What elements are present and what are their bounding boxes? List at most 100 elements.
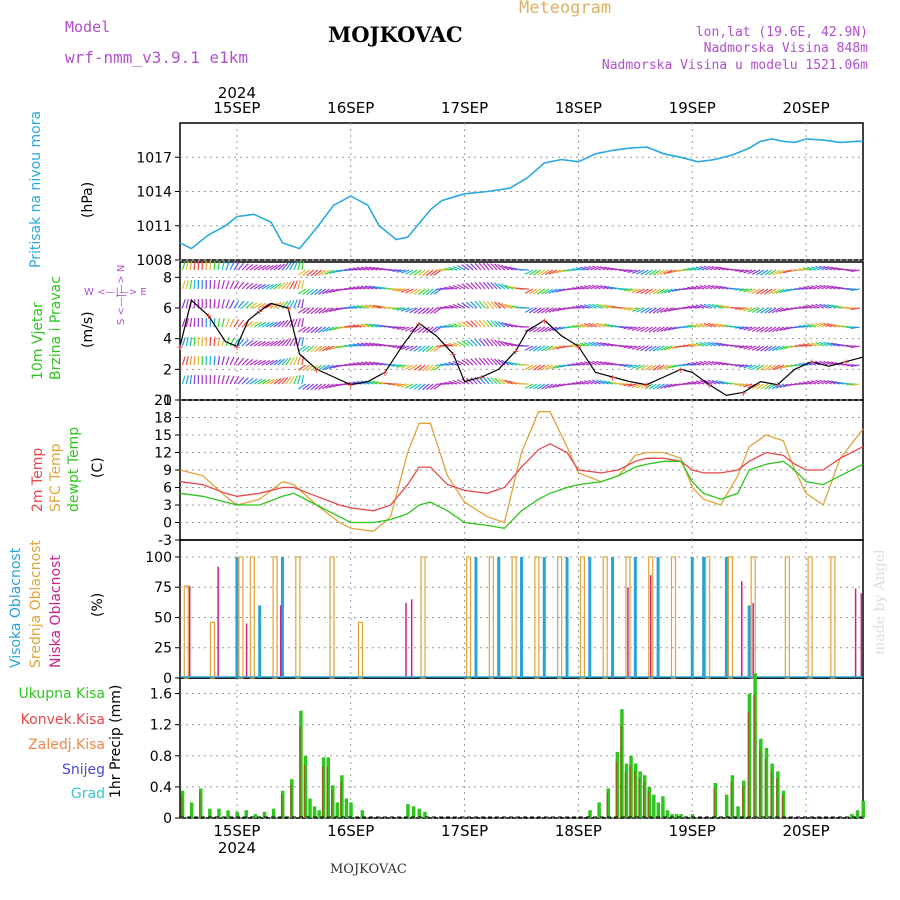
wind-arrow [695, 323, 705, 328]
wind-arrow [541, 288, 550, 295]
wind-arrow [193, 355, 196, 366]
precip-bar [326, 757, 330, 818]
wind-arrow [440, 306, 450, 309]
wind-arrow [771, 364, 781, 371]
wind-arrow [448, 323, 458, 328]
x-day-top: 20SEP [783, 99, 830, 117]
x-day-bottom: 19SEP [669, 822, 716, 840]
wind-arrow [552, 383, 562, 389]
precip-bar [730, 775, 735, 818]
x-day-bottom: 20SEP [783, 822, 830, 840]
wind-arrow [465, 377, 474, 385]
wind-arrow [352, 305, 362, 309]
wind-arrow [751, 307, 761, 313]
wind-arrow [486, 357, 494, 366]
y-tick-label: 0.8 [150, 749, 172, 765]
wind-gust-mark: + [643, 379, 650, 392]
wind-arrow [751, 364, 761, 370]
wind-arrow [771, 383, 781, 390]
wind-arrow [221, 375, 225, 385]
pressure-label: Pritisak na nivou mora [28, 110, 44, 268]
wind-arrow [807, 323, 816, 328]
wind-arrow [533, 269, 542, 276]
precip-unit: 1hr Precip (mm) [108, 684, 124, 798]
wind-arrow [648, 383, 657, 390]
wind-arrow [779, 383, 789, 389]
wind-gust-mark: + [740, 386, 747, 399]
wind-arrow [417, 326, 426, 334]
wind-arrow [798, 363, 808, 366]
wind-arrow [544, 269, 554, 276]
precip-conv-bar [647, 791, 649, 818]
wind-arrow [537, 307, 546, 314]
wind-arrow [265, 340, 274, 347]
wind-arrow [314, 288, 323, 296]
wind-arrow [293, 375, 298, 385]
wind-arrow [448, 380, 458, 385]
precip-conv-bar [770, 771, 772, 818]
wind-arrow [301, 375, 305, 385]
wind-gust-mark: + [541, 314, 548, 327]
wind-arrow [760, 345, 769, 352]
wind-arrow [181, 375, 186, 385]
wind-arrow [396, 288, 406, 292]
wind-arrow [493, 377, 502, 385]
wind-arrow [448, 285, 458, 290]
wind-arrow [422, 326, 430, 334]
wind-arrow [592, 379, 601, 385]
wind-arrow [596, 379, 605, 385]
precip-conv-bar [759, 750, 761, 818]
cloud-bar [465, 556, 472, 679]
wind-arrow [185, 356, 189, 366]
wind-arrow [289, 261, 295, 271]
cloud-bar [329, 556, 335, 679]
wind-arrow [297, 326, 307, 333]
wind-arrow [478, 319, 486, 328]
wind-arrow [400, 383, 410, 388]
wind-arrow [321, 326, 331, 333]
precip-conv-bar [624, 771, 627, 818]
wind-arrow [241, 301, 249, 309]
wind-arrow [265, 264, 274, 271]
precip-conv-bar [280, 794, 283, 818]
wind-arrow [811, 380, 820, 385]
wind-arrow [461, 359, 470, 366]
precip-bar [262, 811, 267, 818]
wind-arrow [588, 341, 597, 347]
wind-arrow [297, 364, 307, 371]
wind-arrow [372, 323, 382, 328]
wind-arrow [213, 355, 216, 366]
wind-arrow [392, 345, 402, 348]
wind-arrow [329, 307, 338, 313]
cloud-unit: (%) [90, 592, 106, 617]
wind-arrow [360, 323, 370, 328]
wind-arrow [237, 319, 245, 328]
y-tick-label: 15 [154, 428, 172, 444]
wind-arrow [528, 383, 538, 390]
wind-arrow [798, 344, 808, 347]
precip-bar [280, 790, 285, 818]
wind-arrow [687, 267, 697, 271]
wind-arrow [285, 357, 292, 366]
wind-arrow [440, 287, 450, 290]
precip-bar [781, 790, 786, 818]
wind-arrow [285, 319, 292, 328]
wind-arrow [699, 303, 709, 309]
wind-arrow [715, 266, 725, 271]
wind-arrow [181, 299, 186, 309]
wind-arrow [652, 383, 661, 390]
y-tick-label: 8 [163, 270, 172, 286]
wind-arrow [429, 383, 438, 391]
wind-arrow [465, 263, 474, 271]
wind-arrow [575, 267, 585, 271]
wind-arrow [261, 321, 271, 328]
wind-arrow [768, 383, 777, 390]
wind-arrow [289, 299, 295, 309]
wind-arrow [771, 269, 781, 276]
wind-arrow [470, 377, 478, 385]
wind-arrow [297, 375, 301, 385]
wind-arrow [444, 324, 454, 328]
wind-arrow [490, 358, 498, 366]
wind-arrow [623, 345, 633, 349]
wind-arrow [533, 364, 542, 371]
